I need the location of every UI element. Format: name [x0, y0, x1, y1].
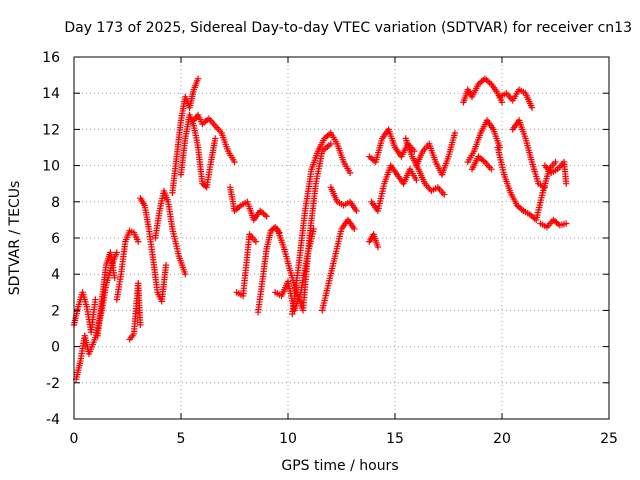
data-point [552, 158, 559, 166]
y-tick-label: -4 [46, 412, 60, 428]
y-tick-label: 12 [42, 122, 60, 138]
series-track-31 [541, 158, 570, 187]
y-tick-label: 14 [42, 86, 60, 102]
series-track-20 [366, 126, 418, 166]
series-track-11 [227, 184, 270, 224]
y-tick-label: 4 [51, 267, 60, 283]
series-track-10 [190, 111, 238, 166]
y-tick-label: 0 [51, 340, 60, 356]
x-tick-label: 20 [493, 431, 511, 447]
chart-title: Day 173 of 2025, Sidereal Day-to-day VTE… [64, 20, 632, 36]
series-track-23 [413, 129, 459, 178]
series-track-6 [137, 194, 170, 305]
data-point [212, 135, 219, 142]
data-point [113, 249, 120, 256]
series-track-21 [368, 162, 420, 215]
data-point [194, 75, 202, 82]
data-point [327, 140, 334, 148]
axis-ticks: 0 5 10 15 20 25 -4 -2 0 2 4 6 8 10 12 14 16 [42, 50, 618, 447]
series-track-16 [289, 129, 354, 318]
data-point [252, 238, 260, 245]
series-track-30 [537, 216, 570, 231]
data-point [353, 207, 360, 215]
data-point [411, 147, 418, 155]
x-tick-label: 25 [600, 431, 618, 447]
data-point [541, 184, 548, 191]
data-point [351, 225, 358, 233]
series-track-17 [319, 216, 358, 314]
data-point [92, 296, 99, 303]
series-track-12 [233, 231, 260, 300]
data-point [498, 99, 506, 106]
y-tick-label: 2 [51, 303, 60, 319]
series-track-19 [366, 231, 382, 251]
series-track-5 [126, 280, 144, 343]
series-track-9 [177, 111, 219, 191]
data-point [137, 321, 144, 329]
x-tick-label: 10 [279, 431, 297, 447]
data-point [270, 225, 277, 232]
data-point [563, 180, 570, 187]
x-tick-label: 5 [177, 431, 186, 447]
y-tick-label: 6 [51, 231, 60, 247]
data-point [263, 213, 270, 220]
x-tick-label: 0 [70, 431, 79, 447]
series-track-27 [494, 144, 559, 224]
data-point [488, 166, 495, 173]
data-point [346, 169, 354, 177]
x-tick-label: 15 [386, 431, 404, 447]
series-track-7 [152, 187, 189, 278]
data-point [162, 261, 170, 269]
series-track-28 [496, 86, 536, 111]
y-tick-label: 8 [51, 195, 60, 211]
data-marks [70, 75, 570, 383]
series-track-18 [327, 184, 360, 215]
data-point [563, 220, 570, 227]
data-point [374, 243, 382, 251]
series-track-25 [464, 117, 504, 166]
y-tick-label: 16 [42, 50, 60, 66]
series-track-22 [402, 135, 448, 198]
data-point [135, 238, 142, 245]
series-track-3 [94, 249, 118, 339]
series-track-8 [169, 75, 202, 196]
data-point [528, 104, 536, 111]
data-point [111, 274, 118, 282]
series-track-4 [113, 227, 142, 303]
data-point [413, 176, 420, 184]
y-axis-label: SDTVAR / TECUs [7, 181, 23, 296]
series-track-1 [70, 289, 99, 336]
series-track-13 [254, 223, 283, 316]
series-track-29 [509, 117, 548, 191]
data-point [310, 225, 317, 233]
y-tick-label: 10 [42, 159, 60, 175]
series-track-26 [468, 153, 495, 173]
data-point [441, 191, 448, 198]
x-axis-label: GPS time / hours [281, 458, 398, 474]
data-point [182, 271, 189, 278]
series-track-24 [460, 75, 506, 106]
data-point [231, 158, 238, 166]
data-point [451, 129, 459, 137]
y-tick-label: -2 [46, 376, 60, 392]
